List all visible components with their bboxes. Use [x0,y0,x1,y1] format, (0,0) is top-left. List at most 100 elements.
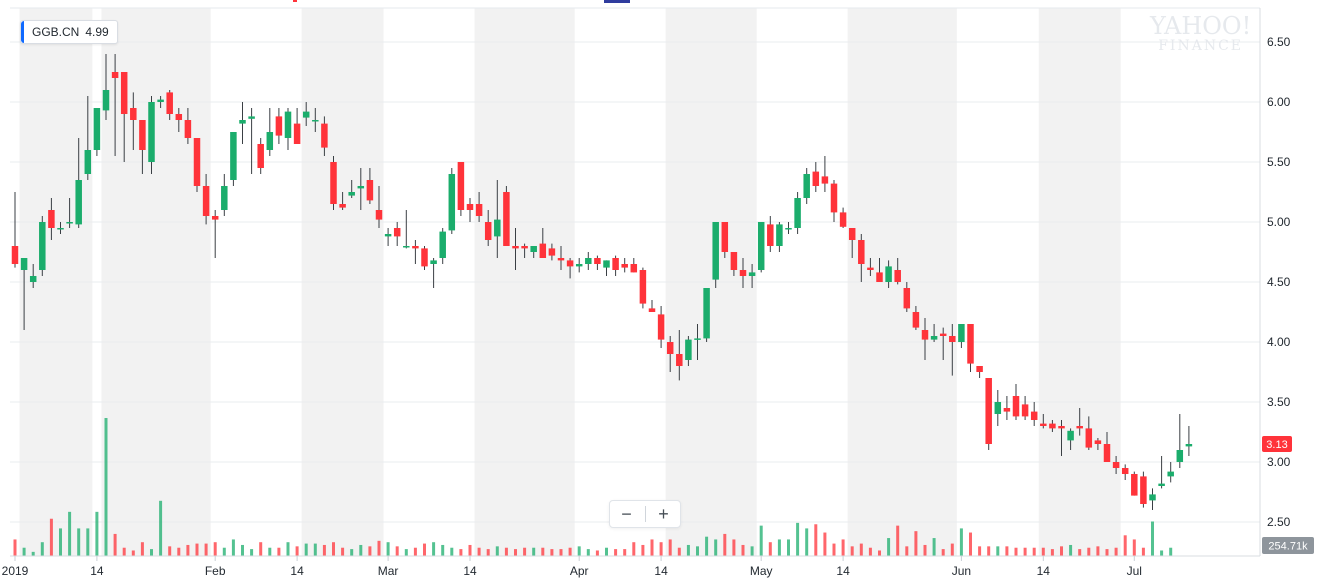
candle[interactable] [767,216,774,252]
candle[interactable] [475,192,483,222]
zoom-in-button[interactable]: + [658,504,669,524]
candle[interactable] [1058,420,1065,456]
zoom-control[interactable]: − + [609,500,681,528]
candle[interactable] [1003,396,1011,420]
candle[interactable] [812,162,820,192]
candle[interactable] [221,174,228,216]
candle[interactable] [457,162,465,216]
candle[interactable] [876,258,883,282]
candle[interactable] [293,108,301,144]
candle[interactable] [330,156,337,210]
candle[interactable] [1149,488,1156,510]
candle[interactable] [894,258,901,285]
candle[interactable] [1094,438,1102,450]
candle[interactable] [102,54,110,120]
candle[interactable] [39,216,46,276]
candle[interactable] [803,168,810,204]
candle[interactable] [694,324,701,360]
candle[interactable] [111,54,119,156]
candle[interactable] [794,192,801,234]
candle[interactable] [1030,402,1038,426]
candle[interactable] [230,132,237,186]
candle[interactable] [648,300,656,312]
candle[interactable] [1012,384,1020,420]
candle[interactable] [403,210,410,249]
candle[interactable] [1176,414,1184,468]
candle[interactable] [139,120,146,174]
candle[interactable] [421,246,428,270]
candle[interactable] [967,324,974,372]
candle[interactable] [1049,420,1056,432]
candle[interactable] [548,243,556,261]
candle[interactable] [75,138,82,228]
candle[interactable] [639,267,647,309]
candle[interactable] [175,108,183,132]
candle[interactable] [20,258,28,330]
candle[interactable] [557,246,565,270]
candle[interactable] [66,198,73,228]
candle[interactable] [312,108,319,132]
candle[interactable] [867,258,874,276]
candle[interactable] [339,192,346,210]
candle[interactable] [266,108,274,156]
candle[interactable] [366,168,374,204]
candle[interactable] [466,198,474,222]
candle[interactable] [275,108,283,144]
candle[interactable] [575,258,583,273]
candle[interactable] [448,168,456,234]
candle[interactable] [985,378,992,450]
candle[interactable] [757,222,765,273]
candle[interactable] [776,222,783,252]
candle[interactable] [912,306,920,330]
candle[interactable] [1085,416,1093,450]
candle[interactable] [885,260,892,288]
candle[interactable] [949,324,956,376]
candle[interactable] [29,264,37,288]
candle[interactable] [530,246,537,258]
candle[interactable] [84,96,92,180]
candle[interactable] [57,222,64,234]
candle[interactable] [48,198,55,240]
candle[interactable] [1112,456,1120,474]
candle[interactable] [321,116,328,156]
candle[interactable] [748,264,756,288]
candle[interactable] [284,108,292,150]
candle[interactable] [11,192,19,268]
candle[interactable] [148,96,155,174]
candle[interactable] [375,186,383,228]
candle[interactable] [958,324,965,348]
candle[interactable] [1158,456,1165,489]
candle[interactable] [830,180,838,222]
candle[interactable] [839,207,847,228]
candle[interactable] [302,102,310,126]
candle[interactable] [257,138,264,174]
candle[interactable] [202,174,210,225]
candle[interactable] [712,222,719,288]
candle[interactable] [676,330,683,381]
candle[interactable] [193,138,201,192]
candle[interactable] [120,72,128,162]
candle[interactable] [739,258,747,288]
candle[interactable] [612,255,619,276]
candle[interactable] [211,210,219,258]
candle[interactable] [848,228,856,258]
candle[interactable] [484,210,492,246]
candle[interactable] [1140,471,1147,508]
candle[interactable] [603,260,610,276]
candle[interactable] [412,240,419,264]
candle[interactable] [703,288,710,342]
candle[interactable] [239,102,246,144]
candle[interactable] [666,336,674,372]
candle[interactable] [248,108,255,174]
candle[interactable] [730,252,738,276]
candle[interactable] [994,390,1002,426]
candle[interactable] [539,228,547,258]
candle[interactable] [512,228,519,270]
candle[interactable] [657,306,665,348]
candle[interactable] [976,366,983,378]
candle[interactable] [1167,462,1174,483]
candle[interactable] [393,222,401,246]
candle[interactable] [858,234,865,282]
candle[interactable] [1131,471,1138,496]
